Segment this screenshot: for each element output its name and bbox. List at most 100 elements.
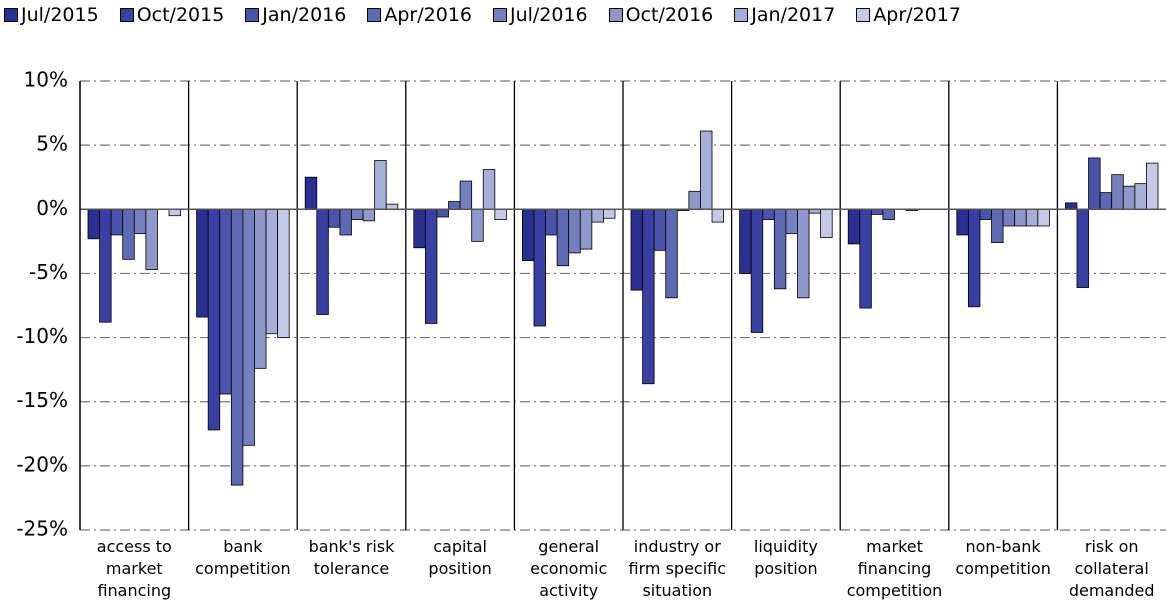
bar — [700, 130, 713, 210]
bar — [665, 208, 678, 299]
bar — [1088, 157, 1101, 210]
bar — [168, 208, 181, 217]
bar — [277, 208, 290, 338]
y-tick-label: -10% — [16, 324, 68, 348]
x-tick-label: bank competition — [195, 537, 291, 578]
bar — [1076, 208, 1089, 288]
bar — [688, 190, 701, 210]
legend-item: Jan/2017 — [734, 4, 835, 26]
bar — [522, 208, 535, 262]
bar — [482, 169, 496, 210]
legend-label: Oct/2015 — [136, 4, 225, 26]
x-tick-label: liquidity position — [753, 537, 818, 578]
bar — [196, 208, 209, 318]
x-tick-label: market financing competition — [846, 537, 943, 600]
bar — [882, 208, 895, 220]
bar — [374, 160, 387, 210]
bar — [304, 176, 318, 210]
x-tick-label: risk on collateral demanded — [1068, 537, 1155, 600]
bar — [87, 208, 100, 240]
y-tick-label: -20% — [16, 452, 68, 476]
bar — [991, 208, 1004, 244]
bar — [711, 208, 725, 223]
legend-item: Oct/2015 — [119, 4, 225, 26]
bar — [820, 208, 833, 238]
bar — [1134, 183, 1147, 210]
legend-item: Jul/2015 — [4, 4, 99, 26]
bar — [1002, 208, 1016, 227]
bar — [630, 208, 643, 291]
bar — [750, 208, 764, 333]
bar — [653, 208, 667, 251]
legend-swatch — [856, 8, 871, 22]
bar — [1111, 174, 1124, 210]
x-tick-label: non-bank competition — [955, 537, 1051, 578]
y-tick-label: 0% — [36, 196, 68, 220]
x-tick-label: general economic activity — [530, 537, 608, 600]
bar — [339, 208, 352, 236]
bar — [739, 208, 752, 274]
bar — [436, 208, 449, 218]
bar — [265, 208, 279, 335]
bar — [1014, 208, 1027, 227]
legend-label: Apr/2017 — [873, 4, 961, 26]
x-tick-label: bank's risk tolerance — [308, 537, 395, 578]
y-tick-label: 5% — [36, 132, 68, 156]
bar — [603, 208, 616, 219]
bar — [254, 208, 267, 369]
legend-swatch — [608, 8, 623, 22]
bar — [219, 208, 232, 395]
y-tick-label: -25% — [16, 517, 68, 541]
bar — [316, 208, 329, 315]
bar — [556, 208, 570, 267]
bar — [471, 208, 484, 242]
bar — [494, 208, 507, 220]
legend-item: Oct/2016 — [608, 4, 714, 26]
bar — [870, 208, 884, 215]
bar — [956, 208, 969, 236]
bar — [579, 208, 593, 250]
legend-item: Jul/2016 — [492, 4, 588, 26]
bar — [979, 208, 992, 220]
bar — [242, 208, 255, 446]
bar — [762, 208, 775, 220]
x-tick-label: access to market financing — [96, 537, 172, 600]
bar — [1025, 208, 1039, 227]
bar — [967, 208, 981, 308]
bar — [459, 180, 473, 210]
bar — [591, 208, 604, 223]
bar — [859, 208, 872, 309]
legend-swatch — [119, 8, 134, 22]
legend-label: Jul/2015 — [21, 4, 99, 26]
bar — [207, 208, 221, 431]
bar — [797, 208, 810, 299]
bar — [773, 208, 787, 290]
bar — [785, 208, 798, 235]
legend-swatch — [4, 8, 18, 22]
legend-item: Apr/2016 — [367, 4, 472, 26]
bar — [133, 208, 147, 235]
bar — [122, 208, 135, 260]
bar — [230, 208, 244, 486]
bar — [1065, 202, 1078, 210]
y-tick-label: 10% — [24, 68, 68, 92]
x-tick-label: capital position — [428, 537, 492, 578]
legend-label: Jan/2016 — [262, 4, 347, 26]
legend-label: Apr/2016 — [384, 4, 472, 26]
bar — [1146, 162, 1159, 210]
bar — [385, 203, 399, 210]
bar — [847, 208, 861, 245]
legend-swatch — [492, 8, 507, 22]
legend-label: Jul/2016 — [509, 4, 588, 26]
legend-item: Jan/2016 — [245, 4, 346, 26]
legend: Jul/2015 Oct/2015 Jan/2016 Apr/2016 Jul/2016… — [4, 4, 1164, 26]
bar — [424, 208, 438, 324]
bar — [568, 208, 581, 254]
bar — [533, 208, 546, 327]
legend-label: Oct/2016 — [625, 4, 714, 26]
bar — [1037, 208, 1050, 227]
bar — [145, 208, 158, 270]
legend-swatch — [367, 8, 382, 22]
